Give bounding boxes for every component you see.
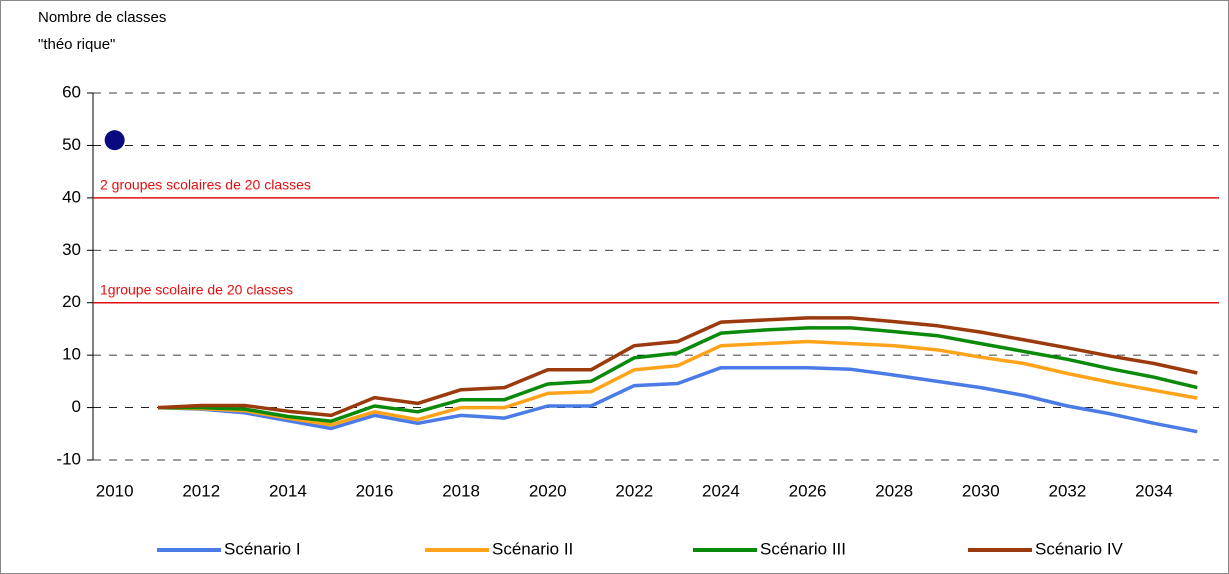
y-tick-label: 20 [62,292,81,311]
y-tick-label: 10 [62,345,81,364]
y-tick-label: 30 [62,240,81,259]
x-tick-label: 2022 [615,481,653,500]
y-tick-label: 60 [62,82,81,101]
series-line [157,316,1198,418]
x-tick-label: 2030 [962,481,1000,500]
series-line [158,326,1198,423]
marker [104,130,125,151]
legend-label: Scénario II [492,539,573,558]
x-tick-label: 2028 [875,481,913,500]
legend-label: Scénario IV [1035,539,1124,558]
reference-label: 2 groupes scolaires de 20 classes [100,177,311,193]
x-tick-label: 2010 [96,481,134,500]
x-tick-label: 2034 [1135,481,1173,500]
x-tick-label: 2012 [182,481,220,500]
y-tick-label: -10 [56,449,81,468]
reference-label: 1groupe scolaire de 20 classes [100,281,293,297]
x-tick-label: 2016 [356,481,394,500]
legend-label: Scénario III [760,539,846,558]
x-tick-label: 2032 [1049,481,1087,500]
y-axis-label: "théo rique" [38,36,115,53]
series-line [157,339,1198,427]
y-tick-label: 0 [72,397,81,416]
x-tick-label: 2024 [702,481,740,500]
x-tick-label: 2014 [269,481,307,500]
x-tick-label: 2026 [789,481,827,500]
series-line [157,365,1198,434]
x-tick-label: 2020 [529,481,567,500]
y-axis-label: Nombre de classes [38,9,166,26]
y-tick-label: 50 [62,135,81,154]
y-tick-label: 40 [62,187,81,206]
x-tick-label: 2018 [442,481,480,500]
legend-label: Scénario I [224,539,301,558]
